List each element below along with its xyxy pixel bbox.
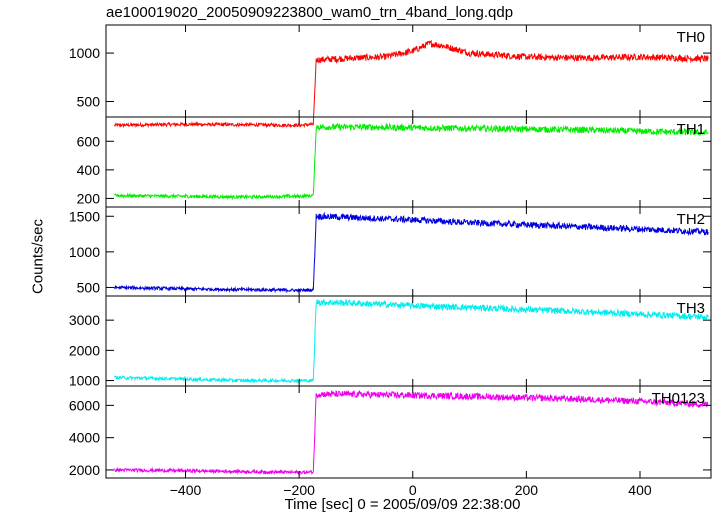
y-tick-label-th2: 500 [77, 279, 101, 295]
panel-label-th0: TH0 [677, 29, 705, 46]
y-tick-label-th0123: 2000 [69, 462, 100, 478]
panel-frame-th3 [105, 295, 712, 387]
x-tick-label: 0 [409, 482, 417, 498]
y-tick-label-th0123: 4000 [69, 430, 100, 446]
chart-title: ae100019020_20050909223800_wam0_trn_4ban… [106, 4, 514, 21]
y-tick-label-th0123: 6000 [69, 397, 100, 413]
y-tick-label-th1: 600 [77, 133, 101, 149]
panel-label-th2: TH2 [677, 211, 705, 228]
y-tick-label-th1: 200 [77, 190, 101, 206]
y-tick-label-th3: 1000 [69, 373, 100, 389]
panel-frame-th0123 [105, 385, 712, 479]
y-tick-label-th2: 1500 [69, 208, 100, 224]
series-line-th1 [114, 122, 709, 201]
y-tick-label-th1: 400 [77, 162, 101, 178]
panel-frame-th0 [105, 24, 712, 118]
series-line-th2 [114, 211, 709, 294]
x-axis-label: Time [sec] 0 = 2005/09/09 22:38:00 [284, 496, 521, 513]
series-line-th3 [114, 298, 709, 384]
panel-label-th3: TH3 [677, 300, 705, 317]
y-tick-label-th0: 500 [77, 94, 101, 110]
x-tick-label: −400 [170, 482, 202, 498]
x-tick-label: 400 [628, 482, 652, 498]
series-line-th0 [114, 39, 709, 129]
x-tick-label: −200 [283, 482, 315, 498]
y-tick-label-th3: 2000 [69, 342, 100, 358]
panel-label-th1: TH1 [677, 121, 705, 138]
x-tick-label: 200 [515, 482, 539, 498]
y-tick-label-th0: 1000 [69, 45, 100, 61]
y-tick-label-th2: 1000 [69, 244, 100, 260]
y-tick-label-th3: 3000 [69, 312, 100, 328]
series-line-th0123 [114, 389, 709, 476]
panel-label-th0123: TH0123 [652, 390, 705, 407]
